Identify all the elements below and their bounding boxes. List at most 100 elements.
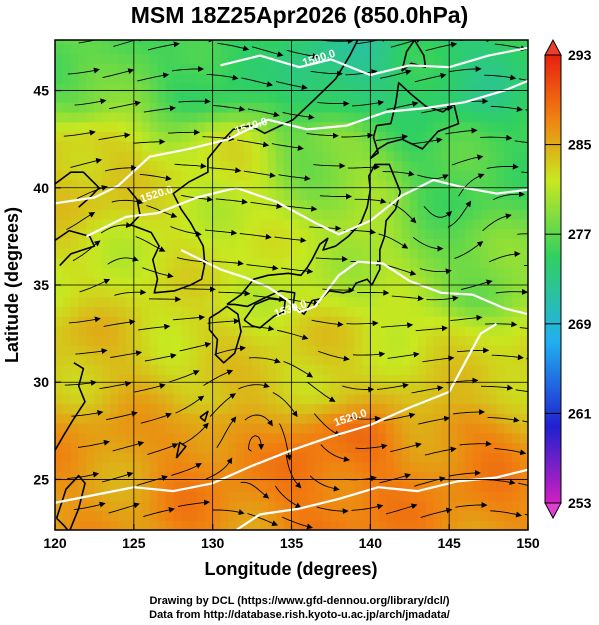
heat-cell xyxy=(196,111,206,123)
heat-cell xyxy=(291,131,300,142)
heat-cell xyxy=(196,121,206,132)
heat-cell xyxy=(378,111,387,123)
heat-cell xyxy=(417,364,427,376)
heat-cell xyxy=(86,500,96,512)
heat-cell xyxy=(283,189,293,201)
heat-cell xyxy=(244,413,253,424)
heat-cell xyxy=(94,180,103,191)
heat-cell xyxy=(189,277,198,288)
heat-cell xyxy=(228,471,237,482)
streamline xyxy=(112,440,145,452)
heat-cell xyxy=(55,510,64,521)
heat-cell xyxy=(338,73,348,84)
heat-cell xyxy=(228,180,237,191)
heat-cell xyxy=(520,306,528,317)
streamline xyxy=(237,139,270,148)
heat-cell xyxy=(228,335,237,346)
heat-cell xyxy=(220,296,230,307)
heat-cell xyxy=(94,374,103,385)
heat-cell xyxy=(110,40,119,45)
heat-cell xyxy=(110,73,119,84)
heat-cell xyxy=(354,141,364,152)
heat-cell xyxy=(62,364,72,376)
heat-cell xyxy=(220,73,230,84)
heat-cell xyxy=(472,277,482,288)
heat-cell xyxy=(425,423,434,434)
heat-cell xyxy=(118,374,127,385)
heat-cell xyxy=(378,432,387,444)
heat-cell xyxy=(212,423,222,434)
heat-cell xyxy=(425,491,434,502)
heat-cell xyxy=(204,111,214,123)
heat-cell xyxy=(267,102,277,113)
heat-cell xyxy=(189,63,198,74)
heat-cell xyxy=(425,481,434,492)
heat-cell xyxy=(252,355,261,366)
heat-cell xyxy=(244,238,253,249)
heat-cell xyxy=(441,461,450,473)
heat-cell xyxy=(244,384,253,395)
heat-cell xyxy=(425,40,434,45)
heat-cell xyxy=(181,150,190,162)
heat-cell xyxy=(55,218,64,230)
heat-cell xyxy=(291,510,300,521)
heat-cell xyxy=(228,355,237,366)
heat-cell xyxy=(472,442,482,453)
heat-cell xyxy=(512,218,521,230)
heat-cell xyxy=(141,63,151,74)
heat-cell xyxy=(212,63,222,74)
heat-cell xyxy=(362,393,371,405)
heat-cell xyxy=(94,413,103,424)
heat-cell xyxy=(520,209,528,220)
heat-cell xyxy=(496,403,505,414)
streamline xyxy=(351,503,384,511)
streamline xyxy=(455,501,488,508)
heat-cell xyxy=(212,228,222,239)
heat-cell xyxy=(449,238,458,249)
heat-cell xyxy=(401,257,411,269)
heat-cell xyxy=(315,180,324,191)
heat-cell xyxy=(338,53,348,64)
heat-cell xyxy=(118,82,127,94)
heat-cell xyxy=(504,432,513,444)
heat-cell xyxy=(425,520,434,530)
heat-cell xyxy=(283,228,293,239)
heat-cell xyxy=(102,73,111,84)
heat-cell xyxy=(78,141,88,152)
streamline xyxy=(205,457,233,480)
heat-cell xyxy=(425,228,434,239)
heat-cell xyxy=(283,393,293,405)
heat-cell xyxy=(346,150,356,162)
heat-cell xyxy=(252,92,261,103)
heat-cell xyxy=(118,199,127,210)
height-contour xyxy=(86,178,528,238)
heat-cell xyxy=(291,325,300,337)
heat-cell xyxy=(236,286,245,298)
heat-cell xyxy=(393,364,403,376)
heat-cell xyxy=(425,267,434,278)
streamline xyxy=(170,226,202,237)
heat-cell xyxy=(457,53,466,64)
heat-cell xyxy=(94,286,103,298)
streamline xyxy=(317,100,350,107)
heat-cell xyxy=(433,170,442,181)
heat-cell xyxy=(504,63,513,74)
heat-cell xyxy=(472,102,482,113)
heat-cell xyxy=(488,403,498,414)
heat-cell xyxy=(267,296,277,307)
heat-cell xyxy=(110,228,119,239)
heat-cell xyxy=(433,82,442,94)
heat-cell xyxy=(86,199,96,210)
heat-cell xyxy=(259,63,269,74)
heat-cell xyxy=(488,63,498,74)
heat-cell xyxy=(55,199,64,210)
heat-cell xyxy=(441,510,450,521)
heat-cell xyxy=(55,238,64,249)
heat-cell xyxy=(512,374,521,385)
heat-cell xyxy=(433,267,442,278)
heat-cell xyxy=(520,82,528,94)
heat-cell xyxy=(449,316,458,327)
heat-cell xyxy=(425,325,434,337)
heat-cell xyxy=(401,520,411,530)
heat-cell xyxy=(275,432,285,444)
